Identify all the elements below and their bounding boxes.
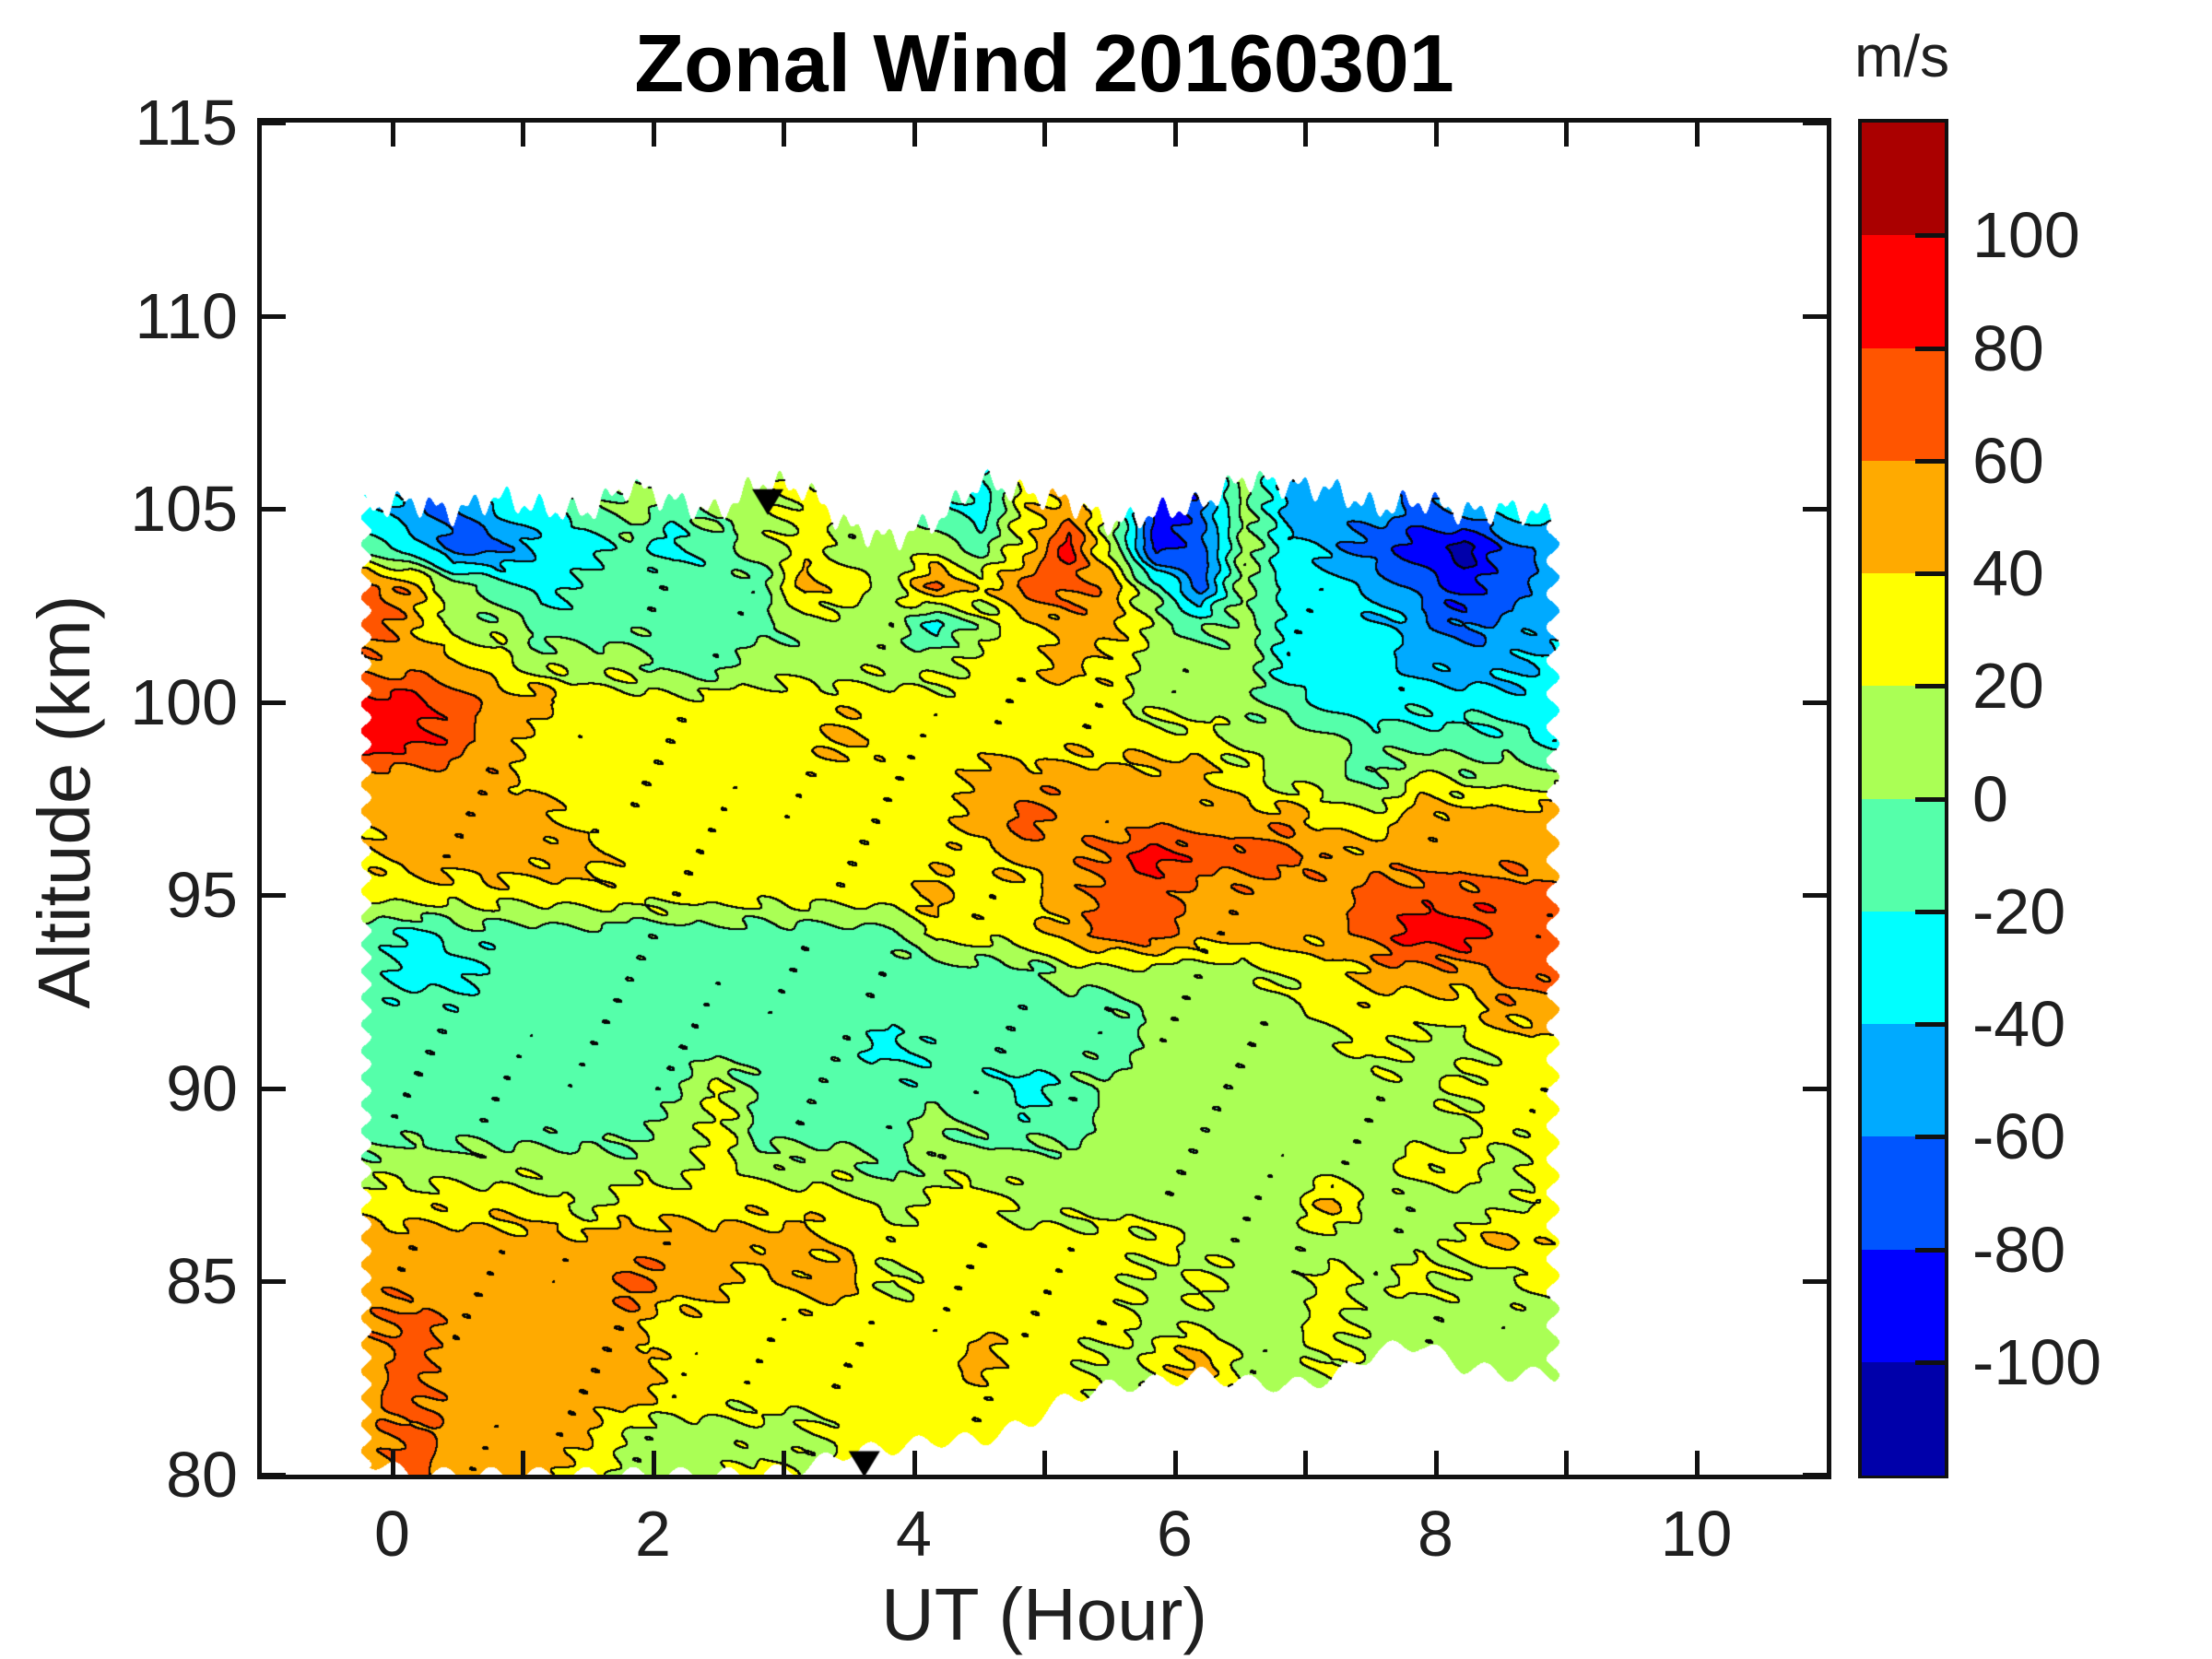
colorbar-segment (1862, 347, 1945, 462)
tick-mark (262, 1087, 286, 1091)
colorbar-tick-mark (1915, 909, 1947, 914)
y-axis-label: Altitude (km) (23, 594, 105, 1009)
colorbar-tick-label: 40 (1972, 537, 2044, 609)
tick-mark (1803, 507, 1827, 512)
colorbar-tick-label: 80 (1972, 312, 2044, 384)
tick-mark (1434, 1451, 1439, 1475)
tick-mark (1042, 123, 1047, 147)
tick-mark (1303, 123, 1308, 147)
tick-mark (912, 123, 917, 147)
tick-mark (1303, 1451, 1308, 1475)
x-tick-label: 10 (1660, 1498, 1733, 1570)
tick-mark (652, 123, 656, 147)
tick-mark (521, 123, 525, 147)
tick-mark (1042, 1451, 1047, 1475)
chart-title: Zonal Wind 20160301 (634, 18, 1454, 109)
tick-mark (782, 123, 786, 147)
colorbar-tick-label: -100 (1972, 1325, 2102, 1398)
colorbar-segment (1862, 1024, 1945, 1138)
x-tick-label: 0 (374, 1498, 410, 1570)
tick-mark (1803, 1473, 1827, 1477)
colorbar-segment (1862, 1361, 1945, 1476)
x-tick-label: 8 (1418, 1498, 1453, 1570)
tick-mark (262, 507, 286, 512)
colorbar-tick-label: 20 (1972, 650, 2044, 723)
y-tick-label: 110 (135, 279, 238, 352)
colorbar-tick-mark (1915, 1247, 1947, 1253)
x-tick-label: 2 (635, 1498, 671, 1570)
tick-mark (1695, 123, 1700, 147)
colorbar-tick-label: -80 (1972, 1213, 2066, 1286)
tick-mark (1803, 1279, 1827, 1284)
colorbar-tick-mark (1915, 796, 1947, 802)
plot-area (257, 118, 1831, 1479)
tick-mark (652, 1451, 656, 1475)
colorbar-segment (1862, 123, 1945, 237)
colorbar-segment (1862, 911, 1945, 1025)
tick-mark (912, 1451, 917, 1475)
y-tick-label: 80 (166, 1439, 238, 1511)
tick-mark (262, 1473, 286, 1477)
colorbar-tick-mark (1915, 346, 1947, 351)
colorbar-tick-label: 0 (1972, 762, 2008, 835)
colorbar-tick-mark (1915, 233, 1947, 239)
colorbar-tick-label: 60 (1972, 424, 2044, 497)
colorbar-segment (1862, 798, 1945, 912)
y-tick-label: 95 (166, 859, 238, 932)
tick-mark (262, 700, 286, 705)
colorbar-segment (1862, 573, 1945, 688)
x-axis-label: UT (Hour) (880, 1573, 1208, 1655)
colorbar-tick-mark (1915, 458, 1947, 464)
colorbar-tick-label: -60 (1972, 1100, 2066, 1173)
tick-mark (391, 1451, 395, 1475)
tick-mark (262, 893, 286, 898)
tick-mark (1564, 123, 1569, 147)
y-tick-label: 90 (166, 1052, 238, 1124)
colorbar-segment (1862, 235, 1945, 349)
tick-mark (1695, 1451, 1700, 1475)
colorbar-tick-mark (1915, 1135, 1947, 1140)
colorbar-tick-label: -20 (1972, 875, 2066, 947)
colorbar-segment (1862, 460, 1945, 574)
tick-mark (521, 1451, 525, 1475)
x-tick-label: 6 (1157, 1498, 1193, 1570)
colorbar-tick-mark (1915, 1022, 1947, 1027)
tick-mark (1564, 1451, 1569, 1475)
colorbar-tick-mark (1915, 1359, 1947, 1365)
y-tick-label: 115 (135, 87, 238, 159)
y-tick-label: 100 (130, 665, 238, 738)
tick-mark (262, 1279, 286, 1284)
colorbar-segment (1862, 1136, 1945, 1251)
tick-mark (1173, 123, 1178, 147)
tick-mark (1803, 121, 1827, 125)
tick-mark (1803, 1087, 1827, 1091)
colorbar-unit-label: m/s (1854, 23, 1950, 89)
tick-mark (1803, 314, 1827, 319)
tick-mark (1173, 1451, 1178, 1475)
y-tick-label: 85 (166, 1245, 238, 1318)
y-tick-label: 105 (130, 473, 238, 546)
tick-mark (391, 123, 395, 147)
colorbar-segment (1862, 1249, 1945, 1363)
tick-mark (262, 314, 286, 319)
colorbar-segment (1862, 686, 1945, 800)
tick-mark (1434, 123, 1439, 147)
tick-mark (1803, 893, 1827, 898)
colorbar-tick-mark (1915, 571, 1947, 576)
colorbar-tick-mark (1915, 684, 1947, 689)
x-tick-label: 4 (896, 1498, 932, 1570)
contour-field-canvas (262, 123, 1827, 1475)
colorbar-tick-label: -40 (1972, 988, 2066, 1060)
tick-mark (782, 1451, 786, 1475)
tick-mark (262, 121, 286, 125)
colorbar (1858, 119, 1948, 1478)
colorbar-tick-label: 100 (1972, 199, 2080, 272)
tick-mark (1803, 700, 1827, 705)
